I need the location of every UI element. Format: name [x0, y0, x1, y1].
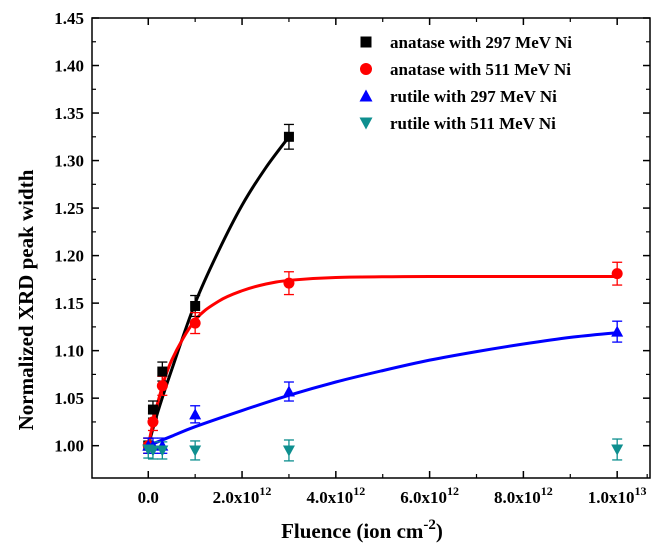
fit-curve — [146, 135, 291, 447]
x-tick-label: 0.0 — [138, 488, 159, 507]
data-point — [611, 268, 623, 280]
x-tick-label: 1.0x1013 — [588, 484, 647, 507]
y-axis-title: Normalized XRD peak width — [14, 169, 38, 430]
data-point — [189, 317, 201, 329]
y-tick-label: 1.30 — [54, 152, 84, 171]
x-tick-label: 8.0x1012 — [494, 484, 553, 507]
data-point — [282, 385, 295, 397]
fit-curve — [147, 331, 618, 448]
fit-curves — [146, 135, 618, 448]
y-tick-label: 1.40 — [54, 57, 84, 76]
y-tick-label: 1.05 — [54, 389, 84, 408]
data-point — [147, 404, 158, 415]
data-point — [156, 445, 169, 457]
data-point — [283, 277, 295, 289]
x-tick-label: 2.0x1012 — [213, 484, 272, 507]
data-point — [147, 416, 159, 428]
y-tick-label: 1.20 — [54, 247, 84, 266]
data-point — [189, 408, 202, 420]
error-bars — [143, 123, 623, 462]
data-point — [283, 131, 294, 142]
x-axis-title-sup: -2 — [423, 517, 436, 533]
data-point — [611, 444, 624, 456]
x-tick-label: 6.0x1012 — [400, 484, 459, 507]
legend-marker — [359, 117, 373, 130]
y-tick-label: 1.35 — [54, 104, 84, 123]
x-axis-title: Fluence (ion cm-2) — [281, 517, 443, 543]
fit-curve — [146, 274, 618, 447]
legend-label: rutile with 297 MeV Ni — [390, 87, 557, 106]
x-axis-title-close: ) — [436, 519, 443, 543]
y-tick-label: 1.10 — [54, 342, 84, 361]
legend-label: rutile with 511 MeV Ni — [390, 114, 556, 133]
data-markers — [142, 131, 624, 457]
y-tick-label: 1.15 — [54, 294, 84, 313]
legend-label: anatase with 297 MeV Ni — [390, 33, 572, 52]
axes: 1.00 1.05 1.10 1.15 1.20 1.25 1.30 1.35 1.40 1.45… — [54, 9, 650, 507]
data-point — [156, 380, 168, 392]
data-point — [190, 300, 201, 311]
y-tick-label: 1.45 — [54, 9, 84, 28]
data-point — [611, 325, 624, 337]
legend: anatase with 297 MeV Ni anatase with 511 … — [359, 33, 572, 133]
legend-marker — [360, 63, 372, 75]
legend-marker — [359, 89, 373, 102]
data-point — [157, 366, 168, 377]
x-axis-title-main: Fluence (ion cm — [281, 519, 424, 543]
y-tick-label: 1.25 — [54, 199, 84, 218]
data-point — [146, 445, 159, 457]
data-point — [189, 445, 202, 457]
y-tick-label: 1.00 — [54, 437, 84, 456]
plot-area — [91, 17, 651, 479]
legend-marker — [360, 36, 372, 48]
data-point — [282, 445, 295, 457]
x-tick-label: 4.0x1012 — [306, 484, 365, 507]
legend-label: anatase with 511 MeV Ni — [390, 60, 571, 79]
plot-frame — [91, 17, 651, 479]
